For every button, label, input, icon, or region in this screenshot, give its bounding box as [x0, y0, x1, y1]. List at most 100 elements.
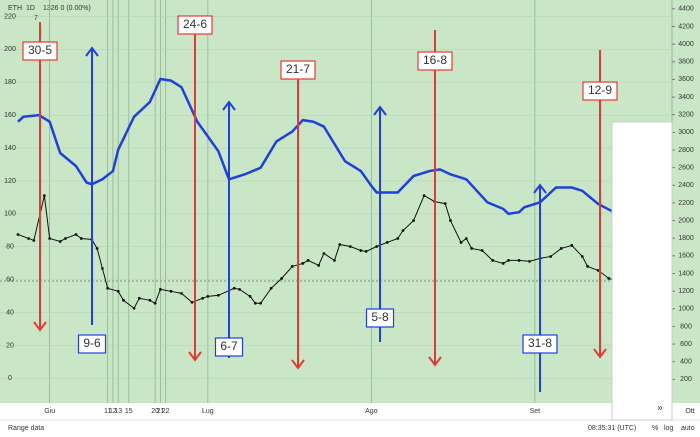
point [396, 237, 400, 240]
point [570, 244, 574, 247]
y2-tick-label: 2400 [678, 182, 694, 189]
y2-tick-label: 200 [680, 376, 692, 383]
y2-tick-label: 1000 [678, 306, 694, 313]
point [586, 265, 590, 268]
point [180, 291, 183, 295]
y2-tick-label: 1400 [678, 270, 694, 277]
annotation-box [77, 334, 107, 354]
point [32, 239, 36, 242]
point [116, 289, 120, 293]
annotation-box [280, 60, 316, 80]
point [132, 306, 136, 310]
point [64, 237, 67, 240]
percent-toggle[interactable]: % [652, 425, 658, 432]
plot: Giu 13 22 Lug 11 20 Ago 15 Set 12 21 Ott 0 20 40 60 80 10… [0, 0, 695, 415]
point [580, 255, 584, 258]
auto-toggle[interactable]: auto [681, 425, 695, 432]
point [375, 245, 379, 248]
y-tick-label: 120 [4, 178, 16, 185]
point [159, 287, 162, 291]
point [480, 249, 484, 252]
arrow-head [33, 321, 47, 332]
point [501, 262, 505, 265]
y2-tick-label: 2000 [678, 217, 694, 224]
y2-tick-label: 1200 [678, 288, 694, 295]
y2-tick-label: 3600 [678, 76, 694, 83]
y-tick-label: 160 [4, 112, 16, 119]
point [238, 287, 241, 291]
point [217, 293, 220, 297]
point [259, 301, 263, 305]
y2-tick-label: 4400 [678, 6, 694, 13]
x-tick-label: 13 [114, 408, 122, 415]
x-tick-label: Ott [685, 408, 694, 415]
y-tick-label: 180 [4, 79, 16, 86]
arrow-head [291, 359, 305, 370]
y2-tick-label: 1600 [678, 253, 694, 260]
annotation-label: 21-7 [286, 62, 310, 76]
point [596, 269, 600, 272]
point [317, 263, 321, 267]
x-tick-label: 12 [109, 408, 117, 415]
point [201, 296, 204, 300]
arrow-head [373, 105, 387, 116]
y-tick-label: 20 [6, 342, 14, 349]
scroll-button[interactable]: » [657, 403, 663, 414]
x-tick-label: Ago [365, 408, 378, 415]
point [290, 265, 294, 268]
point [549, 255, 553, 258]
annotation-label: 5-8 [371, 310, 389, 324]
annotation-box [22, 41, 58, 61]
point [248, 294, 252, 298]
point [607, 276, 611, 280]
y2-tick-label: 3400 [678, 94, 694, 101]
point [100, 266, 104, 270]
log-toggle[interactable]: log [664, 425, 673, 432]
point [449, 219, 452, 222]
y2-tick-label: 2800 [678, 147, 694, 154]
x-tick-label: Giu [44, 408, 55, 415]
point [464, 237, 468, 240]
x-tick-label: Set [530, 408, 541, 415]
x-tick-label: 15 [125, 408, 133, 415]
y-tick-label: 80 [6, 244, 14, 251]
y2-tick-label: 1800 [678, 235, 694, 242]
annotation-box [417, 51, 453, 71]
range-menu[interactable]: Range data [8, 425, 44, 432]
annotation-label: 9-6 [83, 336, 101, 350]
y-tick-label: 140 [4, 145, 16, 152]
point [517, 259, 521, 262]
y2-tick-label: 4000 [678, 41, 694, 48]
arrow-head [593, 348, 607, 359]
point [385, 241, 389, 244]
point [459, 241, 463, 244]
plot-background [0, 0, 700, 403]
point [122, 298, 125, 302]
x-tick-label: 22 [162, 408, 170, 415]
point [412, 219, 415, 222]
arrow-head [533, 183, 547, 194]
point [137, 296, 141, 300]
annotation-box [582, 81, 618, 101]
y2-tick-label: 3200 [678, 112, 694, 119]
point [322, 252, 326, 255]
y2-tick-label: 600 [680, 341, 692, 348]
y2-tick-label: 2600 [678, 164, 694, 171]
annotation-label: 12-9 [588, 83, 612, 97]
y-tick-label: 60 [6, 276, 14, 283]
series-line [17, 194, 615, 310]
point [16, 233, 20, 236]
point [507, 259, 510, 262]
point [148, 298, 152, 302]
point [528, 260, 531, 263]
indicator-count[interactable]: 7 [34, 15, 38, 22]
point [333, 259, 336, 262]
annotation-label: 30-5 [28, 43, 52, 57]
y-tick-label: 200 [4, 46, 16, 53]
side-panel [611, 121, 673, 421]
point [95, 247, 99, 250]
interval: 1D [26, 5, 35, 12]
point [364, 250, 368, 253]
x-tick-label: Lug [202, 408, 214, 415]
point [559, 247, 563, 250]
